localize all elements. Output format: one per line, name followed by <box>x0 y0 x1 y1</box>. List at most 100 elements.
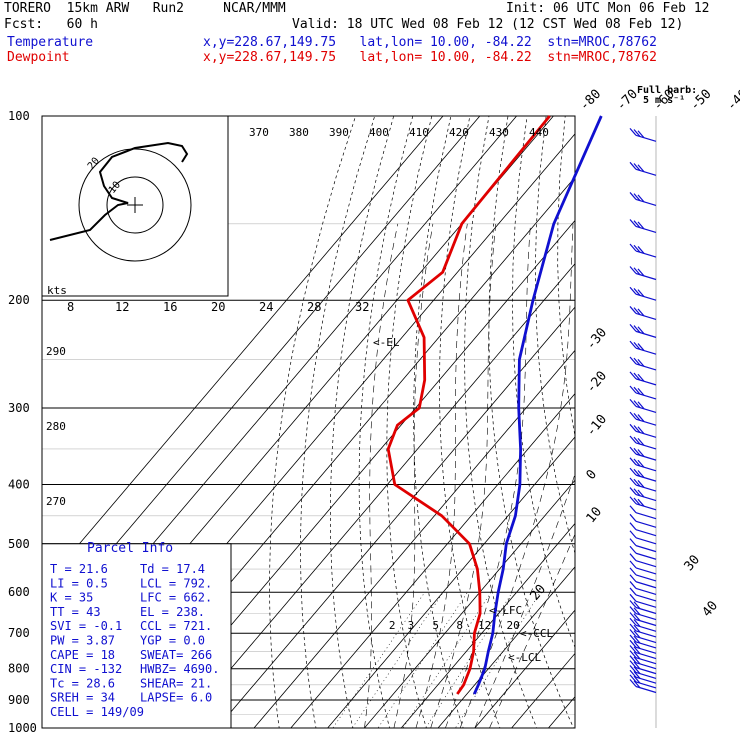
theta-e-label: 420 <box>449 126 469 139</box>
theta-e-label: 390 <box>329 126 349 139</box>
isotherm-right-label: -20 <box>584 369 611 397</box>
plot-frame <box>41 115 576 729</box>
wind-barb <box>629 385 657 400</box>
moist-adiabat-line <box>474 473 575 728</box>
wind-barb <box>629 617 657 632</box>
wind-barb <box>629 243 657 258</box>
isotherm-line <box>363 479 575 728</box>
parcel-info-right: SHEAR= 21. <box>140 676 212 690</box>
dry-adiabat-line <box>269 116 356 728</box>
wind-barb <box>629 574 657 589</box>
wind-barb <box>629 679 657 694</box>
pressure-tick-label: 400 <box>8 477 30 491</box>
mixing-ratio-line <box>351 592 444 728</box>
wind-barb <box>629 435 657 450</box>
wind-barb <box>629 634 657 649</box>
mixing-ratio-line <box>402 592 492 728</box>
wind-barb <box>629 650 657 665</box>
wind-barb <box>629 567 657 582</box>
hodograph-speed-label: 16 <box>163 300 177 314</box>
parcel-info-right: HWBZ= 4690. <box>140 662 219 676</box>
temperature-profile <box>473 115 603 695</box>
dry-adiabat-line <box>386 116 433 728</box>
wind-barb <box>629 399 657 413</box>
wind-barb <box>629 513 657 528</box>
dry-adiabat-line <box>601 116 740 740</box>
isotherm-line <box>179 263 575 728</box>
wind-barb <box>629 545 657 560</box>
isotherm-right-label: -10 <box>584 412 611 440</box>
wind-barb <box>629 645 657 660</box>
moist-adiabat-line <box>430 223 497 728</box>
hodograph-speed-label: 20 <box>211 300 225 314</box>
dry-adiabat-line <box>557 116 575 438</box>
pressure-tick-label: 700 <box>8 626 30 640</box>
theta-label: 280 <box>46 420 66 433</box>
wind-barb <box>629 581 657 596</box>
parcel-info-left: CELL = 149/09 <box>50 705 144 719</box>
wind-barb <box>629 530 657 545</box>
wind-barb <box>629 593 657 608</box>
wind-barb <box>629 192 657 207</box>
parcel-info-right: LAPSE= 6.0 <box>140 691 212 705</box>
parcel-info-left: T = 21.6 <box>50 562 108 576</box>
wind-barb <box>629 371 657 386</box>
dry-adiabat-line <box>488 116 574 728</box>
wind-barb <box>629 522 657 537</box>
mixing-ratio-label: 12 <box>478 619 491 632</box>
pressure-tick-label: 900 <box>8 693 30 707</box>
isotherm-top-label: -60 <box>651 87 678 114</box>
mixing-ratio-label: 2 <box>389 619 396 632</box>
isotherm-line <box>42 116 481 632</box>
wind-barb <box>629 219 657 234</box>
wind-barb <box>629 286 657 301</box>
parcel-info-left: SREH = 34 <box>50 691 115 705</box>
parcel-info-right: LCL = 792. <box>140 576 212 590</box>
pressure-tick-label: 1000 <box>8 721 37 735</box>
lfc-label: <-LFC <box>489 604 522 617</box>
mixing-ratio-label: 3 <box>408 619 415 632</box>
hodograph-units: kts <box>47 284 67 297</box>
parcel-info-left: Tc = 28.6 <box>50 676 115 690</box>
wind-barb <box>629 127 657 142</box>
wind-barb <box>629 600 657 615</box>
moist-adiabat-line <box>393 223 434 728</box>
theta-e-label: 410 <box>409 126 429 139</box>
isotherm-line <box>474 609 575 728</box>
moist-adiabat-line <box>364 223 399 728</box>
isotherm-line <box>253 349 575 728</box>
wind-barb <box>629 629 657 644</box>
dry-adiabat-line <box>679 116 740 740</box>
isotherm-right-label: 10 <box>584 504 606 526</box>
theta-e-label: 400 <box>369 126 389 139</box>
parcel-info-right: CCL = 721. <box>140 619 212 633</box>
dry-adiabat-line <box>464 116 538 728</box>
isotherm-right-label: -30 <box>584 325 611 353</box>
isotherm-line <box>42 116 444 589</box>
wind-barb <box>629 655 657 670</box>
mixing-ratio-label: 20 <box>507 619 520 632</box>
wind-barb <box>629 538 657 553</box>
isotherm-line <box>400 522 575 728</box>
wind-barb <box>629 457 657 472</box>
parcel-info-right: EL = 238. <box>140 605 205 619</box>
hodograph-trace <box>49 141 189 241</box>
isotherm-right-label: 20 <box>528 582 550 604</box>
wind-barb <box>629 161 657 176</box>
dewpoint-profile <box>386 115 551 695</box>
dry-adiabat-line <box>699 116 740 740</box>
moist-adiabat-line <box>459 223 574 728</box>
mixing-ratio-line <box>377 592 468 728</box>
theta-e-label: 370 <box>249 126 269 139</box>
wind-barb <box>629 560 657 575</box>
parcel-info-right: Td = 17.4 <box>140 562 205 576</box>
wind-barb <box>629 356 657 371</box>
theta-e-label: 430 <box>489 126 509 139</box>
parcel-info-left: TT = 43 <box>50 605 101 619</box>
wind-barb <box>629 639 657 654</box>
wind-barb <box>629 340 657 355</box>
isotherm-top-label: -80 <box>577 87 604 114</box>
parcel-info-right: LFC = 662. <box>140 591 212 605</box>
isotherm-top-label: -50 <box>687 87 714 114</box>
dry-adiabat-line <box>300 116 376 728</box>
